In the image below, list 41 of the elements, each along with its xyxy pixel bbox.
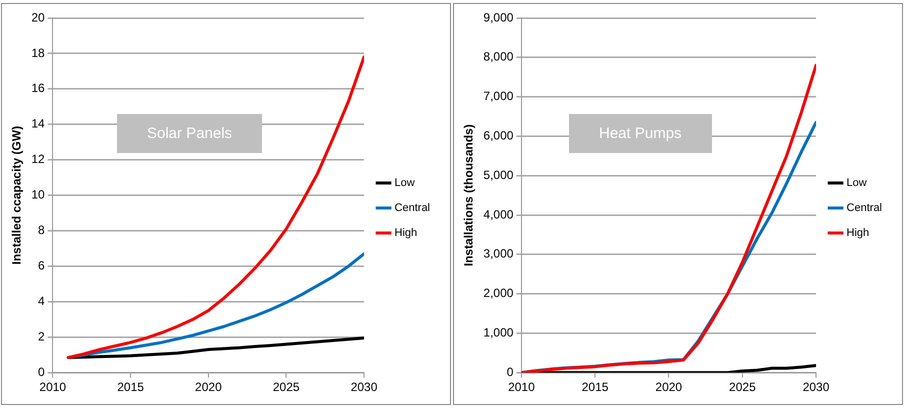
legend-label: Central (394, 202, 430, 214)
x-tick-label: 2025 (729, 380, 756, 394)
x-tick-label: 2030 (802, 380, 830, 394)
y-axis-title: Installed ccapacity (GW) (10, 126, 24, 265)
y-tick-label: 16 (31, 81, 46, 96)
y-tick-label: 9,000 (483, 10, 514, 24)
y-axis-title: Installations (thousands) (462, 124, 476, 266)
y-tick-label: 3,000 (483, 246, 514, 261)
x-tick-label: 2030 (350, 380, 378, 394)
y-tick-label: 18 (31, 46, 46, 60)
x-tick-label: 2025 (272, 380, 300, 394)
legend-label: High (846, 227, 870, 240)
y-tick-label: 14 (31, 116, 46, 131)
x-tick-label: 2010 (508, 380, 536, 394)
legend-label: Low (394, 177, 415, 190)
y-tick-label: 5,000 (483, 168, 514, 182)
y-tick-label: 2 (38, 329, 46, 344)
y-tick-label: 4 (38, 294, 46, 308)
legend-label: Low (846, 177, 867, 190)
y-tick-label: 6,000 (483, 128, 514, 143)
title-label-box: Heat Pumps (569, 114, 712, 153)
y-tick-label: 8,000 (483, 50, 514, 64)
x-tick-label: 2015 (117, 380, 144, 394)
y-tick-label: 20 (31, 10, 46, 24)
y-tick-label: 7,000 (483, 89, 514, 104)
y-tick-label: 12 (31, 152, 46, 166)
y-tick-label: 0 (38, 364, 46, 379)
legend-label: Central (846, 202, 882, 214)
title-label-box: Solar Panels (117, 114, 262, 153)
y-tick-label: 8 (38, 223, 46, 238)
x-tick-label: 2020 (655, 380, 682, 394)
x-tick-label: 2010 (39, 380, 66, 394)
y-tick-label: 6 (38, 258, 46, 273)
y-tick-label: 2,000 (483, 286, 514, 300)
y-tick-label: 0 (506, 364, 514, 379)
x-tick-label: 2020 (195, 380, 222, 394)
legend-label: High (394, 227, 418, 240)
y-tick-label: 1,000 (483, 326, 514, 340)
y-tick-label: 10 (31, 188, 46, 202)
x-tick-label: 2015 (582, 380, 609, 394)
y-tick-label: 4,000 (483, 207, 514, 222)
